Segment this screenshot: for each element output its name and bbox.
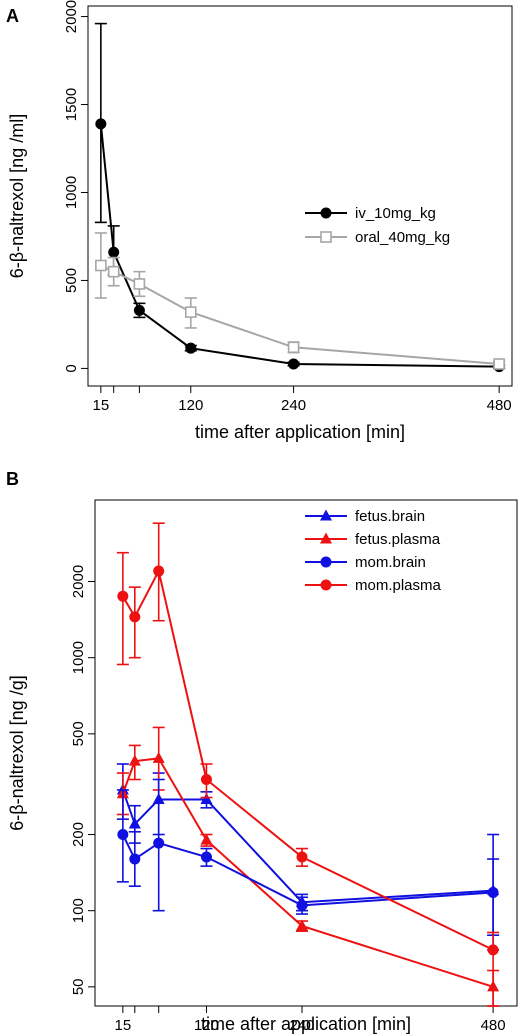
y-tick-label: 50 xyxy=(70,978,87,995)
panel-letter: A xyxy=(6,6,19,26)
x-tick-label: 240 xyxy=(290,1017,315,1034)
y-axis-title: 6-β-naltrexol [ng /ml] xyxy=(7,114,27,278)
y-tick-label: 0 xyxy=(63,364,80,372)
data-point xyxy=(200,833,213,845)
data-point xyxy=(95,259,107,272)
y-tick-label: 100 xyxy=(70,898,87,923)
x-tick-label: 120 xyxy=(178,397,203,414)
legend-marker xyxy=(320,556,332,568)
legend-label: oral_40mg_kg xyxy=(355,229,450,246)
x-tick-label: 15 xyxy=(115,1017,132,1034)
data-point xyxy=(200,773,212,785)
panel-letter: B xyxy=(6,469,19,489)
legend-marker xyxy=(320,207,332,219)
plot-frame xyxy=(87,5,513,387)
data-point xyxy=(129,611,141,623)
data-point xyxy=(296,899,308,911)
legend-label: iv_10mg_kg xyxy=(355,205,436,222)
y-tick-label: 2000 xyxy=(70,565,87,598)
data-point xyxy=(133,278,146,290)
data-point xyxy=(493,358,505,370)
legend: iv_10mg_kg oral_40mg_kg xyxy=(305,205,450,246)
chart-panel-a: A 15 120 240 480 0 500 1000 1500 2000 time after a… xyxy=(6,0,513,442)
x-tick-label: 15 xyxy=(93,397,110,414)
data-point xyxy=(133,304,145,316)
y-tick-label: 1000 xyxy=(70,641,87,674)
legend-marker xyxy=(320,231,332,243)
data-point xyxy=(117,590,129,602)
legend-label: mom.plasma xyxy=(355,577,442,594)
legend-marker xyxy=(320,579,332,591)
y-tick-label: 500 xyxy=(63,268,80,293)
y-tick-label: 2000 xyxy=(63,0,80,33)
y-axis-title: 6-β-naltrexol [ng /g] xyxy=(7,675,27,830)
x-tick-label: 480 xyxy=(481,1017,506,1034)
data-point xyxy=(487,944,499,956)
data-point xyxy=(487,886,499,898)
data-point xyxy=(288,358,300,370)
data-point xyxy=(200,851,212,863)
legend-marker xyxy=(320,509,332,521)
legend-label: fetus.brain xyxy=(355,508,425,525)
data-point xyxy=(128,754,141,766)
legend-label: mom.brain xyxy=(355,554,426,571)
data-point xyxy=(296,919,309,931)
chart-panel-b: B 15 120 240 480 50 100 200 500 1000 2000 time afte… xyxy=(6,469,518,1034)
data-point xyxy=(200,793,213,805)
plot-frame xyxy=(94,499,518,1007)
x-axis-title: time after application [min] xyxy=(195,422,405,442)
series-line xyxy=(121,757,494,988)
legend-marker xyxy=(320,532,332,544)
y-tick-label: 1000 xyxy=(63,176,80,209)
series-oral_40mg_kg xyxy=(94,232,506,370)
data-point xyxy=(129,853,141,865)
legend: fetus.brain fetus.plasma mom.brain mom.plas… xyxy=(305,508,442,594)
data-point xyxy=(287,341,300,354)
x-axis-title: time after application [min] xyxy=(201,1014,411,1034)
data-point xyxy=(128,817,141,829)
data-point xyxy=(117,829,129,841)
data-point xyxy=(108,246,120,258)
data-point xyxy=(95,118,107,130)
y-tick-label: 200 xyxy=(70,822,87,847)
series-line xyxy=(100,264,500,366)
data-point xyxy=(184,306,197,318)
x-tick-label: 480 xyxy=(487,397,512,414)
x-tick-label: 240 xyxy=(281,397,306,414)
y-tick-label: 1500 xyxy=(63,88,80,121)
data-point xyxy=(153,837,165,849)
data-point xyxy=(153,565,165,577)
series-line xyxy=(99,123,500,368)
data-point xyxy=(296,851,308,863)
y-tick-label: 500 xyxy=(70,721,87,746)
data-point xyxy=(152,751,165,763)
data-point xyxy=(185,342,197,354)
x-tick-label: 120 xyxy=(194,1017,219,1034)
series-mom.brain xyxy=(116,778,500,951)
series-line xyxy=(121,789,494,904)
legend-label: fetus.plasma xyxy=(355,531,441,548)
data-point xyxy=(107,265,120,278)
series-iv_10mg_kg xyxy=(94,22,506,373)
series-fetus.brain xyxy=(116,763,500,937)
series-mom.plasma xyxy=(116,522,500,1007)
